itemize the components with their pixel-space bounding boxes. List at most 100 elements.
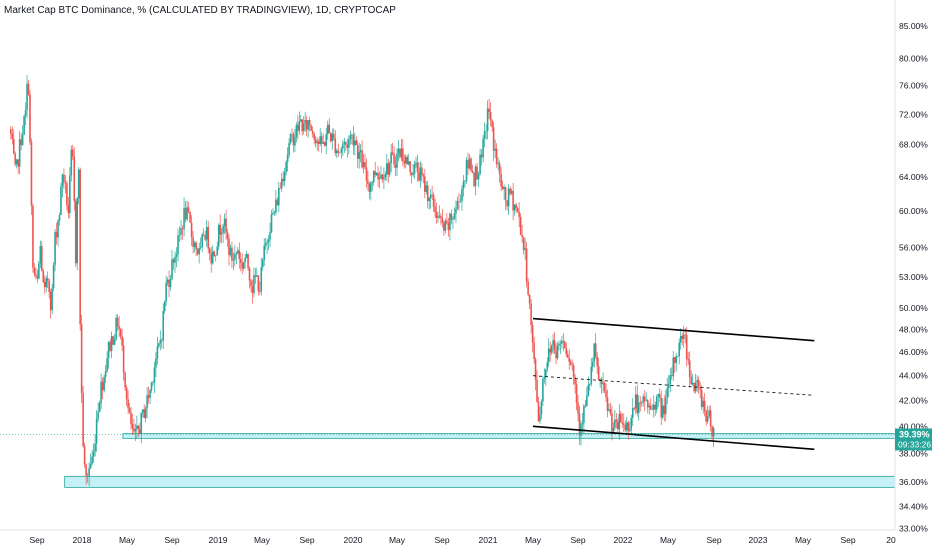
candle <box>272 208 274 216</box>
candle <box>636 384 639 417</box>
candle <box>501 180 504 190</box>
candle <box>55 222 58 245</box>
candle <box>85 463 87 485</box>
candle <box>340 146 343 159</box>
candle <box>664 390 667 422</box>
candle <box>384 171 387 181</box>
candle <box>186 200 188 222</box>
candle <box>169 274 172 291</box>
candle <box>21 125 24 146</box>
candle <box>329 132 332 143</box>
support-zone-lower[interactable] <box>64 475 896 488</box>
candle <box>471 164 474 174</box>
candle <box>371 181 374 192</box>
candle <box>166 277 169 286</box>
candle <box>614 409 616 431</box>
candle <box>663 395 666 422</box>
candle <box>705 409 707 426</box>
candle <box>709 405 712 432</box>
candle <box>429 188 432 209</box>
candle <box>669 368 672 393</box>
trendline-upper[interactable] <box>532 317 815 342</box>
candle <box>593 343 596 368</box>
candle <box>412 163 414 177</box>
candle <box>325 127 328 155</box>
candle <box>561 335 563 349</box>
candle <box>15 158 18 169</box>
candle <box>241 253 243 275</box>
candle <box>556 341 559 361</box>
candle <box>375 172 378 176</box>
candle <box>591 357 594 372</box>
y-tick-label: 80.00% <box>899 53 928 63</box>
candle <box>234 245 236 267</box>
candle <box>546 357 549 373</box>
candle <box>229 244 232 257</box>
candle <box>679 328 682 350</box>
candle <box>210 247 213 273</box>
candle <box>294 128 296 152</box>
candle <box>564 340 566 349</box>
y-tick-label: 56.00% <box>899 243 928 253</box>
candle <box>48 278 50 299</box>
candle <box>275 189 277 216</box>
candle <box>137 425 140 437</box>
candle <box>383 167 385 190</box>
candle <box>399 147 401 160</box>
candle <box>528 294 531 310</box>
candle <box>171 250 173 281</box>
candle <box>269 222 271 248</box>
candle <box>109 339 111 352</box>
support-zone-upper[interactable] <box>122 433 896 439</box>
candle <box>259 281 261 295</box>
candle <box>181 225 184 240</box>
trendline-middle[interactable] <box>532 375 815 396</box>
candle <box>187 201 190 214</box>
x-tick-label: Sep <box>29 535 44 545</box>
candle <box>348 135 350 155</box>
x-tick-label: Sep <box>299 535 314 545</box>
y-tick-label: 48.00% <box>899 325 928 335</box>
candle <box>489 102 492 126</box>
candle <box>342 139 344 157</box>
candle <box>208 247 211 261</box>
candle <box>386 153 388 181</box>
candle <box>178 226 181 243</box>
candle <box>334 130 337 156</box>
candle <box>146 386 148 419</box>
candle <box>504 186 507 211</box>
candle <box>699 381 701 399</box>
candle <box>352 125 355 155</box>
trendline-lower[interactable] <box>532 425 815 451</box>
candle <box>57 219 59 247</box>
x-tick-label: May <box>119 535 136 545</box>
candle <box>547 338 550 367</box>
candle <box>413 160 416 180</box>
candle <box>317 138 320 152</box>
y-tick-label: 68.00% <box>899 140 928 150</box>
candle <box>63 168 65 189</box>
candle <box>404 153 407 168</box>
candle <box>415 156 417 168</box>
candle <box>615 413 618 429</box>
candle <box>621 412 624 428</box>
trendline-layer[interactable] <box>532 317 815 451</box>
candle <box>283 167 286 187</box>
candle <box>416 154 419 182</box>
candle <box>700 385 703 410</box>
candle <box>361 140 363 169</box>
candle <box>566 350 569 358</box>
candle <box>39 240 42 269</box>
candle <box>273 210 276 216</box>
candle <box>525 241 528 288</box>
candle <box>655 394 658 414</box>
candle <box>421 162 423 182</box>
x-tick-label: 2019 <box>209 535 228 545</box>
candle <box>687 352 689 365</box>
candle <box>298 111 301 135</box>
candle <box>267 235 270 251</box>
candle <box>583 403 585 434</box>
candle <box>83 442 86 468</box>
candle <box>690 370 692 385</box>
